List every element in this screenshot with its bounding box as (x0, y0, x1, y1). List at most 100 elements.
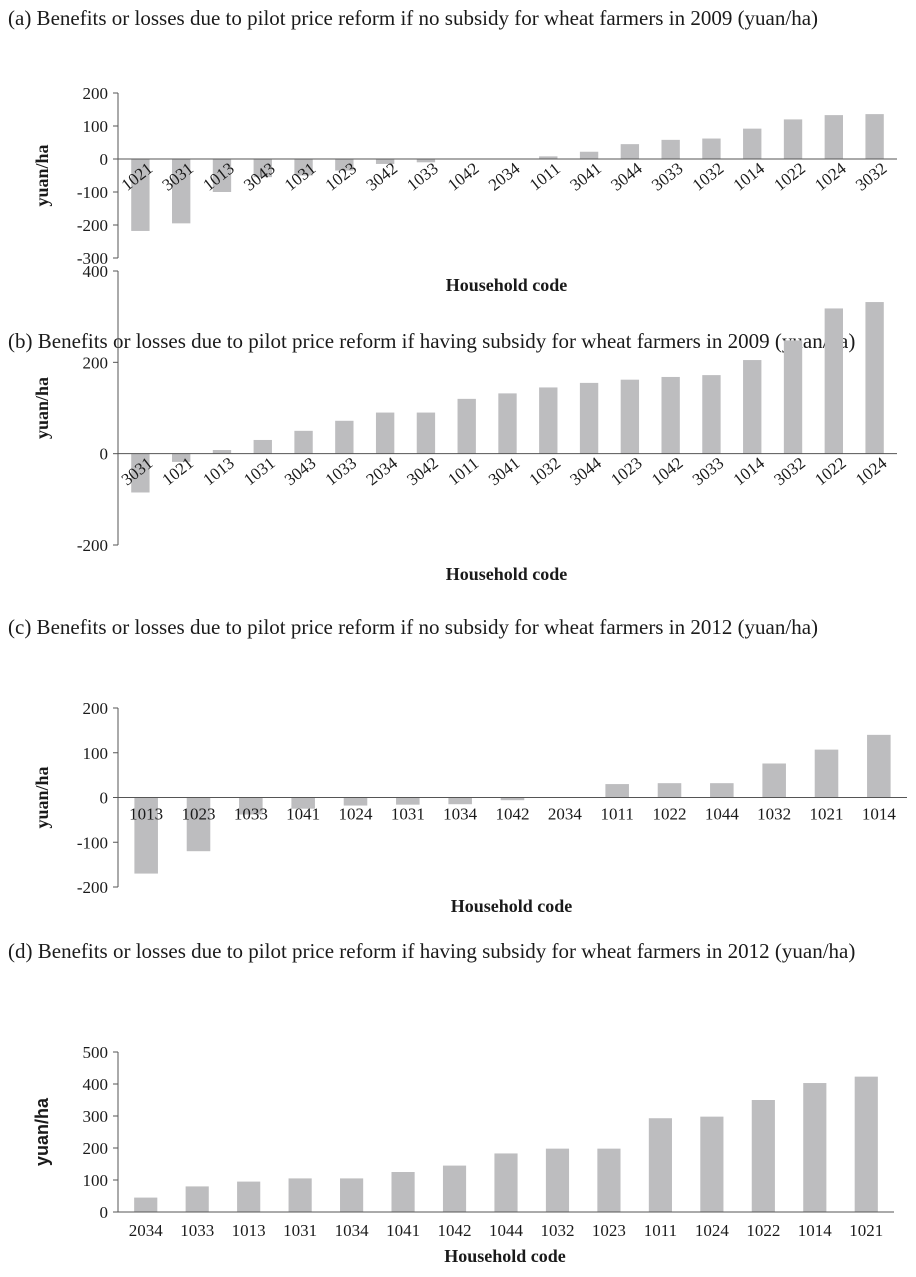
x-tick-label-2034: 2034 (485, 158, 524, 194)
y-tick-label: 300 (83, 1107, 109, 1126)
bar-1021 (172, 453, 191, 462)
y-tick-label: 100 (83, 744, 109, 763)
bar-1032 (762, 763, 786, 798)
y-tick-label: -100 (77, 833, 108, 852)
bar-1032 (539, 387, 558, 454)
x-tick-label-1033: 1033 (180, 1221, 214, 1240)
bar-3044 (620, 144, 640, 159)
y-tick-label: 0 (100, 789, 109, 808)
bar-1011 (648, 1118, 672, 1212)
x-tick-label-1023: 1023 (322, 159, 360, 195)
y-tick-label: 200 (83, 353, 109, 372)
x-tick-label-1014: 1014 (798, 1221, 833, 1240)
caption-a: (a) Benefits or losses due to pilot pric… (8, 6, 819, 30)
y-tick-label: -200 (77, 536, 108, 555)
x-tick-label-3042: 3042 (403, 453, 441, 489)
bar-1032 (545, 1148, 570, 1212)
x-tick-label-1023: 1023 (592, 1221, 626, 1240)
y-tick-label: 200 (83, 1139, 109, 1158)
y-tick-label: -200 (77, 216, 108, 235)
x-tick-label-3044: 3044 (566, 453, 605, 489)
y-tick-label: 200 (83, 699, 109, 718)
x-tick-label-3033: 3033 (689, 453, 727, 489)
x-tick-label-1022: 1022 (811, 453, 849, 489)
y-tick-label: 400 (83, 1075, 109, 1094)
x-tick-label-2034: 2034 (363, 453, 402, 489)
bar-3033 (661, 139, 680, 159)
bar-1041 (391, 1172, 415, 1212)
x-tick-label-1044: 1044 (489, 1221, 524, 1240)
bar-1011 (605, 784, 629, 798)
x-tick-label-1042: 1042 (648, 453, 686, 489)
x-tick-label-3043: 3043 (281, 453, 319, 489)
x-tick-label-1021: 1021 (849, 1221, 883, 1240)
bar-1021 (131, 159, 150, 231)
bar-3031 (131, 453, 150, 493)
bar-3041 (498, 393, 517, 454)
y-tick-label: -300 (77, 249, 108, 268)
x-tick-label-1022: 1022 (653, 805, 687, 824)
bar-1013 (134, 797, 158, 874)
x-tick-label-3032: 3032 (852, 159, 890, 195)
bar-3042 (375, 159, 395, 164)
bar-1033 (416, 159, 436, 163)
y-tick-label: -100 (77, 183, 108, 202)
x-tick-label-1021: 1021 (159, 453, 197, 489)
x-tick-label-1033: 1033 (234, 805, 268, 824)
bar-1044 (710, 783, 734, 798)
x-tick-label-3032: 3032 (770, 453, 808, 489)
chart-d: 500 400 300 200 100 0 2034 1033 1013 1031 1034 1041… (32, 1043, 894, 1266)
bar-1044 (494, 1153, 518, 1212)
bar-1022 (824, 308, 843, 454)
bar-1041 (291, 797, 315, 809)
bar-1023 (597, 1148, 621, 1212)
x-tick-label-1022: 1022 (770, 159, 808, 195)
bar-3044 (579, 382, 599, 454)
x-tick-label-1013: 1013 (199, 453, 237, 489)
x-axis-label: Household code (444, 1246, 566, 1266)
y-tick-label: 0 (100, 1203, 109, 1222)
x-tick-label-1042: 1042 (444, 159, 482, 195)
caption-d: (d) Benefits or losses due to pilot pric… (8, 939, 856, 963)
x-tick-label-1031: 1031 (391, 805, 425, 824)
bar-2034 (134, 1197, 158, 1212)
bar-3032 (783, 340, 803, 454)
x-tick-label-1011: 1011 (600, 805, 633, 824)
x-tick-label-3041: 3041 (566, 159, 604, 195)
x-tick-label-1011: 1011 (444, 454, 482, 490)
bar-1013 (237, 1181, 261, 1212)
bar-1014 (743, 128, 762, 159)
bar-1024 (343, 797, 368, 806)
bar-1031 (294, 159, 313, 176)
bar-1031 (396, 797, 420, 805)
x-tick-label-3043: 3043 (240, 159, 278, 195)
y-axis-label: yuan/ha (32, 1097, 52, 1166)
x-tick-label-1041: 1041 (386, 1221, 420, 1240)
bar-3031 (172, 159, 191, 224)
x-tick-label-1042: 1042 (496, 805, 530, 824)
y-tick-label: 100 (83, 1171, 109, 1190)
bar-3041 (579, 151, 599, 159)
x-tick-label-1034: 1034 (443, 805, 478, 824)
x-tick-label-3041: 3041 (485, 453, 523, 489)
bar-1022 (783, 119, 803, 159)
bar-1034 (448, 797, 472, 805)
x-axis-label: Household code (446, 564, 568, 584)
bar-1014 (743, 360, 762, 454)
bar-1033 (239, 797, 263, 815)
bar-1042 (500, 797, 525, 801)
bar-1031 (288, 1178, 312, 1212)
x-tick-label-2034: 2034 (548, 805, 583, 824)
x-tick-label-2034: 2034 (129, 1221, 164, 1240)
x-tick-label-1024: 1024 (695, 1221, 730, 1240)
x-tick-label-1023: 1023 (182, 805, 216, 824)
y-tick-label: 0 (100, 150, 109, 169)
x-tick-label-1024: 1024 (852, 453, 891, 489)
caption-c: (c) Benefits or losses due to pilot pric… (8, 615, 819, 639)
bar-1033 (185, 1186, 209, 1212)
x-tick-label-1024: 1024 (339, 805, 374, 824)
x-tick-label-1031: 1031 (240, 453, 278, 489)
chart-c: 200 100 0 -100 -200 1013 1023 1033 1041 1024 1031 1… (32, 699, 907, 916)
